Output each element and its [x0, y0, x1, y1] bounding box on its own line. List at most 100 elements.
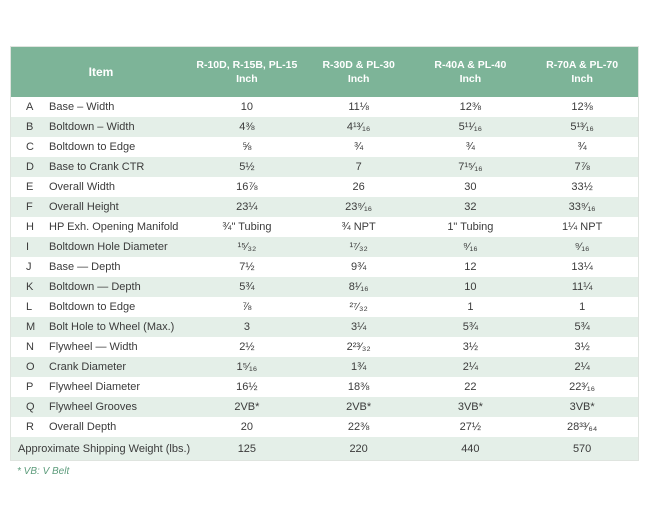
- cell-value: ¾: [577, 141, 587, 153]
- cell-value: 5¹³⁄₁₆: [570, 121, 594, 133]
- column-header-item: Item: [88, 65, 114, 79]
- cell-value: 5¾: [574, 321, 590, 333]
- vbelt-footnote: * VB: V Belt: [17, 466, 70, 477]
- cell-value: 7¹⁵⁄₁₆: [458, 161, 483, 173]
- row-letter: L: [26, 301, 33, 313]
- table-row: N Flywheel — Width 2½ 2²³⁄₃₂ 3½ 3½: [11, 337, 638, 357]
- cell-value: 3½: [574, 341, 590, 353]
- table-header-row: Item R-10D, R-15B, PL-15 Inch R-30D & PL…: [11, 47, 638, 97]
- row-letter: A: [26, 101, 34, 113]
- column-header-model-4: R-70A & PL-70 Inch: [526, 58, 638, 86]
- cell-value: 2²³⁄₃₂: [346, 341, 371, 353]
- cell-value: ⁹⁄₁₆: [574, 241, 590, 253]
- row-letter: C: [26, 141, 34, 153]
- cell-value: 22⅜: [347, 421, 370, 433]
- cell-value: 1: [467, 301, 474, 313]
- cell-value: 3¼: [350, 321, 367, 333]
- row-letter: D: [26, 161, 34, 173]
- row-item: Overall Depth: [49, 421, 117, 433]
- cell-value: 22³⁄₁₆: [569, 381, 596, 393]
- row-item: Crank Diameter: [49, 361, 127, 373]
- column-header-model-3: R-40A & PL-40 Inch: [415, 58, 527, 86]
- cell-value: ¾: [354, 141, 364, 153]
- row-letter: H: [26, 221, 34, 233]
- cell-value: 10: [464, 281, 477, 293]
- table-row: M Bolt Hole to Wheel (Max.) 3 3¼ 5¾ 5¾: [11, 317, 638, 337]
- cell-value: 2¼: [462, 361, 479, 373]
- cell-value: 7: [355, 161, 362, 173]
- cell-value: 2¼: [574, 361, 590, 373]
- cell-value: 11⅛: [348, 101, 369, 113]
- row-item: Overall Height: [49, 201, 119, 213]
- table-row: R Overall Depth 20 22⅜ 27½ 28³³⁄₆₄: [11, 417, 638, 437]
- cell-value: 23⁹⁄₁₆: [345, 201, 373, 213]
- cell-value: 22: [464, 381, 477, 393]
- row-item: Overall Width: [49, 181, 116, 193]
- row-item: Boltdown to Edge: [49, 141, 136, 153]
- column-header-model-3-unit: Inch: [459, 73, 482, 85]
- cell-value: 2VB*: [234, 401, 260, 413]
- cell-value: 3VB*: [457, 401, 483, 413]
- cell-value: 10: [240, 101, 253, 113]
- cell-value: 18⅜: [347, 381, 370, 393]
- cell-value: 1¾: [350, 361, 367, 373]
- row-item: HP Exh. Opening Manifold: [49, 221, 179, 233]
- cell-value: 26: [352, 181, 365, 193]
- cell-value: 9¾: [350, 261, 367, 273]
- column-header-model-1-unit: Inch: [236, 73, 258, 85]
- row-item: Base – Width: [49, 101, 115, 113]
- row-item: Flywheel — Width: [49, 341, 138, 353]
- cell-value: 12: [464, 261, 477, 273]
- cell-value: 570: [572, 442, 592, 455]
- cell-value: 1⁵⁄₁₆: [236, 361, 258, 373]
- cell-value: 2VB*: [346, 401, 372, 413]
- row-letter: O: [26, 361, 35, 373]
- column-header-model-2-unit: Inch: [347, 73, 370, 85]
- table-row: A Base – Width 10 11⅛ 12⅜ 12⅜: [11, 97, 638, 117]
- row-item: Base to Crank CTR: [49, 161, 145, 173]
- cell-value: 16½: [236, 381, 258, 393]
- table-row: O Crank Diameter 1⁵⁄₁₆ 1¾ 2¼ 2¼: [11, 357, 638, 377]
- column-header-model-1-name: R-10D, R-15B, PL-15: [196, 59, 298, 71]
- cell-value: 220: [349, 442, 368, 455]
- cell-value: 3VB*: [569, 401, 595, 413]
- cell-value: ⅞: [242, 301, 252, 313]
- column-header-model-4-unit: Inch: [571, 73, 593, 85]
- row-item: Flywheel Diameter: [49, 381, 141, 393]
- cell-value: ¹⁵⁄₃₂: [237, 241, 257, 253]
- table-row: P Flywheel Diameter 16½ 18⅜ 22 22³⁄₁₆: [11, 377, 638, 397]
- table-row: J Base — Depth 7½ 9¾ 12 13¼: [11, 257, 638, 277]
- cell-value: 5¾: [239, 281, 255, 293]
- column-header-model-2: R-30D & PL-30 Inch: [303, 58, 415, 86]
- row-letter: J: [26, 261, 32, 273]
- cell-value: ¾ NPT: [341, 221, 376, 233]
- row-item: Base — Depth: [49, 261, 121, 273]
- table-row: H HP Exh. Opening Manifold ¾" Tubing ¾ NP…: [11, 217, 638, 237]
- cell-value: 11¼: [571, 281, 593, 293]
- shipping-weight-label: Approximate Shipping Weight (lbs.): [18, 442, 191, 455]
- column-header-model-2-name: R-30D & PL-30: [322, 59, 395, 71]
- cell-value: 1¼ NPT: [561, 221, 603, 233]
- cell-value: ¾" Tubing: [222, 221, 272, 233]
- row-item: Boltdown — Depth: [49, 281, 141, 293]
- table-row: E Overall Width 16⅞ 26 30 33½: [11, 177, 638, 197]
- shipping-weight-row: Approximate Shipping Weight (lbs.) 125 22…: [11, 437, 638, 460]
- row-letter: F: [26, 201, 33, 213]
- row-letter: Q: [26, 401, 35, 413]
- cell-value: 33⁹⁄₁₆: [568, 201, 596, 213]
- cell-value: 13¼: [571, 261, 593, 273]
- table-row: K Boltdown — Depth 5¾ 8¹⁄₁₆ 10 11¼: [11, 277, 638, 297]
- table-row: D Base to Crank CTR 5½ 7 7¹⁵⁄₁₆ 7⅞: [11, 157, 638, 177]
- cell-value: 1: [579, 301, 586, 313]
- cell-value: 32: [464, 201, 477, 213]
- row-letter: B: [26, 121, 34, 133]
- row-item: Flywheel Grooves: [49, 401, 138, 413]
- cell-value: ¹⁷⁄₃₂: [349, 241, 368, 253]
- cell-value: 20: [240, 421, 253, 433]
- column-header-model-4-name: R-70A & PL-70: [546, 59, 619, 71]
- cell-value: 12⅜: [571, 101, 593, 113]
- cell-value: ²⁷⁄₃₂: [349, 301, 368, 313]
- cell-value: 1" Tubing: [447, 221, 494, 233]
- spec-table: Item R-10D, R-15B, PL-15 Inch R-30D & PL…: [10, 46, 639, 461]
